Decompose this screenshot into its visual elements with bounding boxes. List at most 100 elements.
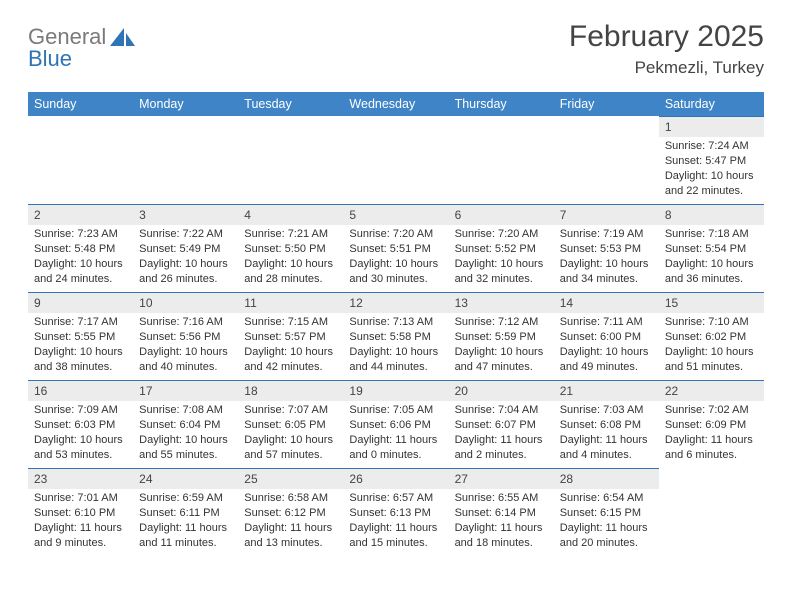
- day-number: 22: [659, 380, 764, 401]
- day-number: 27: [449, 468, 554, 489]
- day-data: Sunrise: 6:54 AMSunset: 6:15 PMDaylight:…: [554, 489, 659, 554]
- day-header: Wednesday: [343, 92, 448, 116]
- calendar-cell: 16Sunrise: 7:09 AMSunset: 6:03 PMDayligh…: [28, 380, 133, 468]
- calendar-header-row: SundayMondayTuesdayWednesdayThursdayFrid…: [28, 92, 764, 116]
- day-number: 8: [659, 204, 764, 225]
- day-header: Friday: [554, 92, 659, 116]
- calendar-cell: [343, 116, 448, 204]
- day-number: 14: [554, 292, 659, 313]
- day-data: Sunrise: 7:24 AMSunset: 5:47 PMDaylight:…: [659, 137, 764, 202]
- day-data: Sunrise: 7:19 AMSunset: 5:53 PMDaylight:…: [554, 225, 659, 290]
- day-number: 21: [554, 380, 659, 401]
- day-number: 10: [133, 292, 238, 313]
- calendar-cell: [659, 468, 764, 556]
- sail-icon: [110, 28, 136, 53]
- day-data: Sunrise: 7:05 AMSunset: 6:06 PMDaylight:…: [343, 401, 448, 466]
- day-data: Sunrise: 6:57 AMSunset: 6:13 PMDaylight:…: [343, 489, 448, 554]
- day-data: Sunrise: 7:16 AMSunset: 5:56 PMDaylight:…: [133, 313, 238, 378]
- calendar-cell: 11Sunrise: 7:15 AMSunset: 5:57 PMDayligh…: [238, 292, 343, 380]
- day-number: 19: [343, 380, 448, 401]
- calendar-cell: 2Sunrise: 7:23 AMSunset: 5:48 PMDaylight…: [28, 204, 133, 292]
- day-data: Sunrise: 7:13 AMSunset: 5:58 PMDaylight:…: [343, 313, 448, 378]
- calendar-cell: 13Sunrise: 7:12 AMSunset: 5:59 PMDayligh…: [449, 292, 554, 380]
- calendar-cell: 23Sunrise: 7:01 AMSunset: 6:10 PMDayligh…: [28, 468, 133, 556]
- day-number: 24: [133, 468, 238, 489]
- day-header: Sunday: [28, 92, 133, 116]
- month-title: February 2025: [569, 20, 764, 54]
- day-data: Sunrise: 7:02 AMSunset: 6:09 PMDaylight:…: [659, 401, 764, 466]
- day-number: 2: [28, 204, 133, 225]
- calendar-cell: 17Sunrise: 7:08 AMSunset: 6:04 PMDayligh…: [133, 380, 238, 468]
- day-data: Sunrise: 7:11 AMSunset: 6:00 PMDaylight:…: [554, 313, 659, 378]
- calendar-cell: 28Sunrise: 6:54 AMSunset: 6:15 PMDayligh…: [554, 468, 659, 556]
- calendar-cell: 3Sunrise: 7:22 AMSunset: 5:49 PMDaylight…: [133, 204, 238, 292]
- calendar-cell: 27Sunrise: 6:55 AMSunset: 6:14 PMDayligh…: [449, 468, 554, 556]
- day-data: Sunrise: 6:59 AMSunset: 6:11 PMDaylight:…: [133, 489, 238, 554]
- day-number: 5: [343, 204, 448, 225]
- day-data: Sunrise: 6:55 AMSunset: 6:14 PMDaylight:…: [449, 489, 554, 554]
- day-number: 3: [133, 204, 238, 225]
- calendar-cell: [449, 116, 554, 204]
- calendar-week: 16Sunrise: 7:09 AMSunset: 6:03 PMDayligh…: [28, 380, 764, 468]
- day-number: 23: [28, 468, 133, 489]
- calendar-cell: 8Sunrise: 7:18 AMSunset: 5:54 PMDaylight…: [659, 204, 764, 292]
- calendar-cell: [28, 116, 133, 204]
- day-header: Saturday: [659, 92, 764, 116]
- day-number: 17: [133, 380, 238, 401]
- calendar-cell: 6Sunrise: 7:20 AMSunset: 5:52 PMDaylight…: [449, 204, 554, 292]
- brand-text: General Blue: [28, 26, 106, 70]
- day-data: Sunrise: 7:10 AMSunset: 6:02 PMDaylight:…: [659, 313, 764, 378]
- day-data: Sunrise: 7:23 AMSunset: 5:48 PMDaylight:…: [28, 225, 133, 290]
- day-number: 28: [554, 468, 659, 489]
- day-data: Sunrise: 7:21 AMSunset: 5:50 PMDaylight:…: [238, 225, 343, 290]
- calendar-week: 9Sunrise: 7:17 AMSunset: 5:55 PMDaylight…: [28, 292, 764, 380]
- day-data: Sunrise: 7:08 AMSunset: 6:04 PMDaylight:…: [133, 401, 238, 466]
- day-data: Sunrise: 7:15 AMSunset: 5:57 PMDaylight:…: [238, 313, 343, 378]
- day-number: 12: [343, 292, 448, 313]
- day-number: 7: [554, 204, 659, 225]
- day-number: 25: [238, 468, 343, 489]
- calendar-cell: 18Sunrise: 7:07 AMSunset: 6:05 PMDayligh…: [238, 380, 343, 468]
- day-data: Sunrise: 7:04 AMSunset: 6:07 PMDaylight:…: [449, 401, 554, 466]
- day-number: 4: [238, 204, 343, 225]
- calendar-cell: 15Sunrise: 7:10 AMSunset: 6:02 PMDayligh…: [659, 292, 764, 380]
- calendar-cell: [238, 116, 343, 204]
- day-number: 16: [28, 380, 133, 401]
- day-data: Sunrise: 6:58 AMSunset: 6:12 PMDaylight:…: [238, 489, 343, 554]
- day-data: Sunrise: 7:03 AMSunset: 6:08 PMDaylight:…: [554, 401, 659, 466]
- day-data: Sunrise: 7:20 AMSunset: 5:51 PMDaylight:…: [343, 225, 448, 290]
- day-number: 15: [659, 292, 764, 313]
- day-data: Sunrise: 7:01 AMSunset: 6:10 PMDaylight:…: [28, 489, 133, 554]
- calendar-cell: 22Sunrise: 7:02 AMSunset: 6:09 PMDayligh…: [659, 380, 764, 468]
- calendar-cell: [554, 116, 659, 204]
- calendar-cell: 26Sunrise: 6:57 AMSunset: 6:13 PMDayligh…: [343, 468, 448, 556]
- brand-part2: Blue: [28, 46, 72, 71]
- day-number: 11: [238, 292, 343, 313]
- calendar-cell: 20Sunrise: 7:04 AMSunset: 6:07 PMDayligh…: [449, 380, 554, 468]
- location: Pekmezli, Turkey: [569, 58, 764, 78]
- day-number: 1: [659, 116, 764, 137]
- calendar-cell: 21Sunrise: 7:03 AMSunset: 6:08 PMDayligh…: [554, 380, 659, 468]
- calendar-cell: 24Sunrise: 6:59 AMSunset: 6:11 PMDayligh…: [133, 468, 238, 556]
- brand-logo: General Blue: [28, 26, 136, 70]
- day-number: 6: [449, 204, 554, 225]
- day-data: Sunrise: 7:07 AMSunset: 6:05 PMDaylight:…: [238, 401, 343, 466]
- calendar-cell: 14Sunrise: 7:11 AMSunset: 6:00 PMDayligh…: [554, 292, 659, 380]
- calendar-cell: 12Sunrise: 7:13 AMSunset: 5:58 PMDayligh…: [343, 292, 448, 380]
- day-data: Sunrise: 7:22 AMSunset: 5:49 PMDaylight:…: [133, 225, 238, 290]
- calendar-cell: [133, 116, 238, 204]
- day-number: 18: [238, 380, 343, 401]
- calendar-cell: 9Sunrise: 7:17 AMSunset: 5:55 PMDaylight…: [28, 292, 133, 380]
- title-block: February 2025 Pekmezli, Turkey: [569, 20, 764, 78]
- day-header: Tuesday: [238, 92, 343, 116]
- calendar-week: 1Sunrise: 7:24 AMSunset: 5:47 PMDaylight…: [28, 116, 764, 204]
- calendar-cell: 19Sunrise: 7:05 AMSunset: 6:06 PMDayligh…: [343, 380, 448, 468]
- day-header: Thursday: [449, 92, 554, 116]
- day-data: Sunrise: 7:17 AMSunset: 5:55 PMDaylight:…: [28, 313, 133, 378]
- calendar-week: 23Sunrise: 7:01 AMSunset: 6:10 PMDayligh…: [28, 468, 764, 556]
- calendar-cell: 10Sunrise: 7:16 AMSunset: 5:56 PMDayligh…: [133, 292, 238, 380]
- calendar-cell: 25Sunrise: 6:58 AMSunset: 6:12 PMDayligh…: [238, 468, 343, 556]
- day-data: Sunrise: 7:20 AMSunset: 5:52 PMDaylight:…: [449, 225, 554, 290]
- day-data: Sunrise: 7:12 AMSunset: 5:59 PMDaylight:…: [449, 313, 554, 378]
- day-number: 26: [343, 468, 448, 489]
